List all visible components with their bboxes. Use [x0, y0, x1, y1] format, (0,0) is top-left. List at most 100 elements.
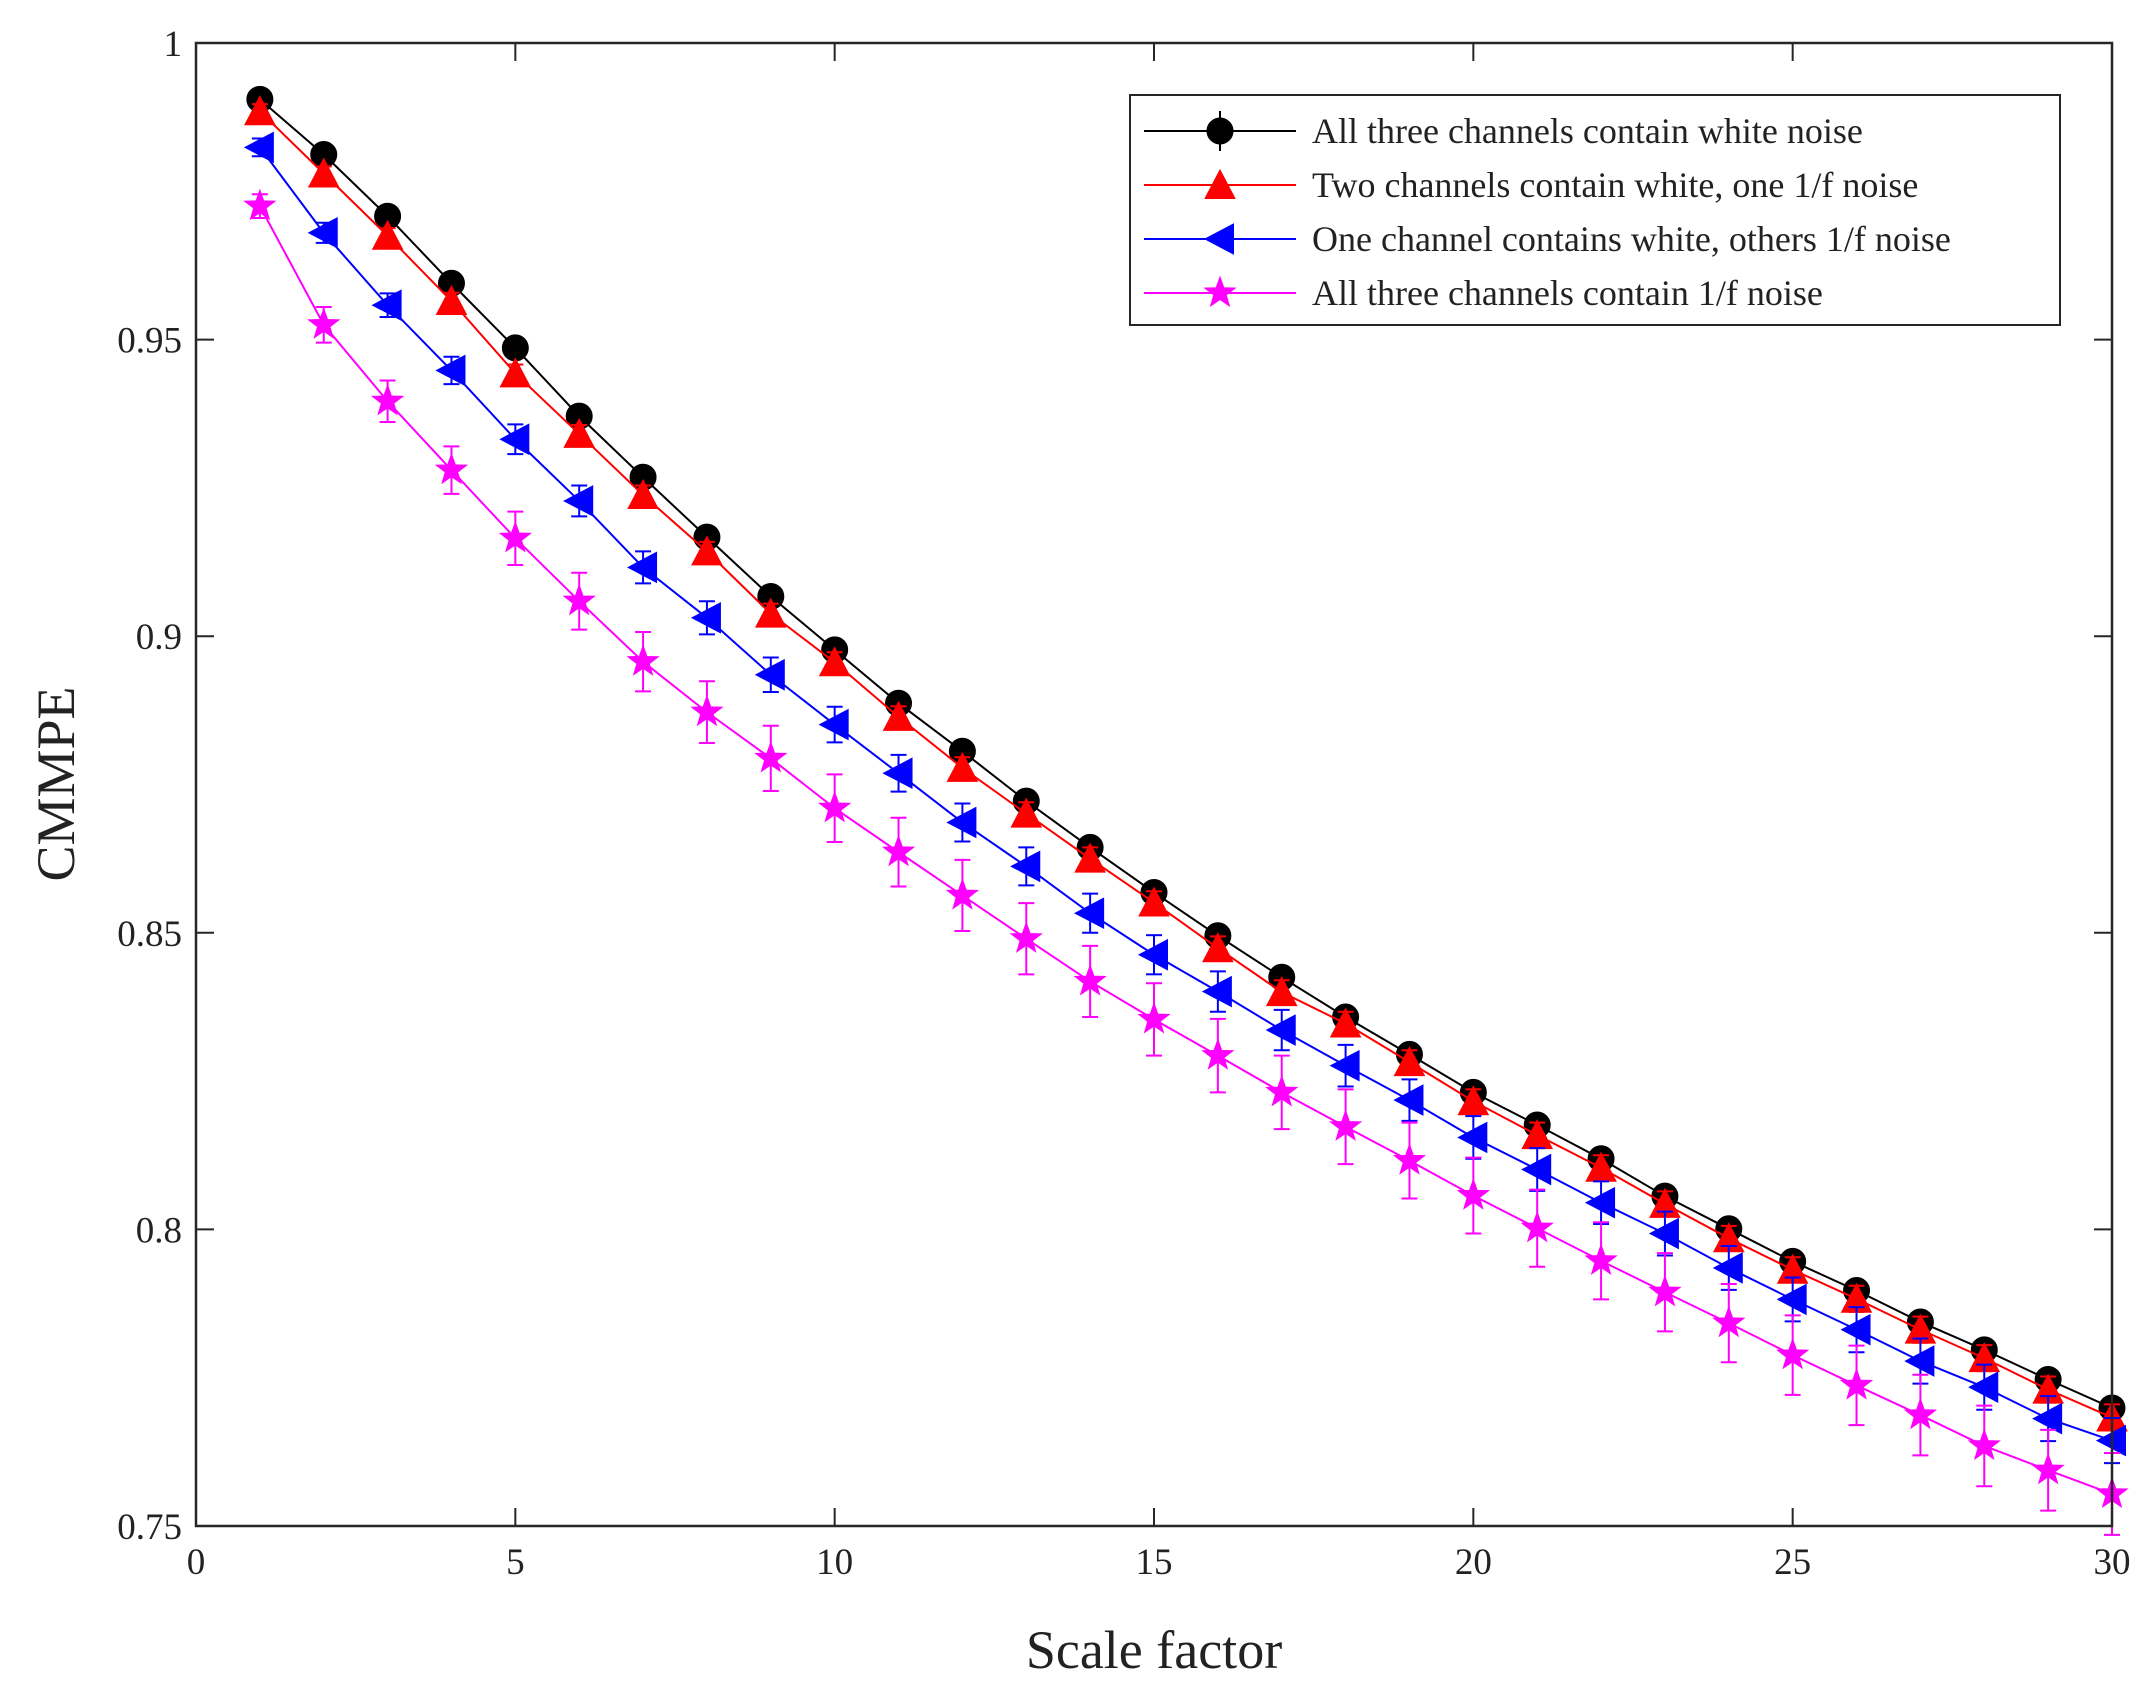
data-point [1904, 1345, 1935, 1377]
data-point [1393, 1084, 1424, 1116]
data-point [1776, 1283, 1807, 1316]
data-point [499, 357, 532, 388]
data-point [1265, 1014, 1296, 1046]
data-point [754, 740, 788, 773]
data-point [2032, 1402, 2063, 1435]
data-point [563, 417, 596, 448]
data-point [1010, 797, 1043, 828]
axis-ticks: 0 5 10 15 20 25 30 0.75 0.8 0.85 0.9 0.95 1 [117, 24, 2130, 1583]
y-tick-label: 0.95 [117, 321, 182, 362]
data-point [1201, 975, 1232, 1008]
data-point [946, 806, 977, 839]
data-point [1584, 1243, 1618, 1275]
series-2 [244, 95, 2128, 1432]
data-point [307, 307, 341, 339]
legend-label: All three channels contain white noise [1312, 111, 1863, 151]
data-point [1903, 1397, 1938, 1430]
data-point [1074, 897, 1105, 930]
data-point [1074, 842, 1106, 873]
data-point [370, 383, 405, 416]
x-tick-label: 15 [1136, 1542, 1173, 1583]
data-point [501, 334, 529, 362]
data-point [690, 694, 724, 727]
data-point [307, 216, 338, 249]
legend-marker [1206, 117, 1234, 145]
data-point [882, 700, 915, 731]
legend-marker [1203, 223, 1234, 255]
data-point [2031, 1452, 2065, 1485]
legend-item: All three channels contain 1/f noise [1144, 273, 1823, 313]
data-point [1329, 1049, 1360, 1082]
data-point [562, 583, 596, 616]
data-point [307, 157, 340, 188]
x-tick-label: 30 [2094, 1542, 2131, 1583]
data-point [626, 551, 658, 584]
data-point [1457, 1085, 1490, 1116]
x-tick-label: 10 [816, 1542, 853, 1583]
data-point [1393, 1046, 1426, 1077]
data-point [1073, 963, 1107, 996]
data-point [690, 601, 721, 634]
data-point [1712, 1305, 1746, 1338]
data-point [1265, 1074, 1299, 1107]
data-point [1776, 1337, 1810, 1370]
data-point [1138, 886, 1170, 917]
x-axis-title: Scale factor [1026, 1620, 1282, 1680]
data-point [1520, 1210, 1554, 1243]
data-point [1840, 1313, 1871, 1346]
data-point [1839, 1367, 1874, 1400]
series-line [258, 205, 2113, 1495]
y-tick-label: 1 [164, 24, 183, 65]
data-point [1521, 1153, 1552, 1186]
data-point [754, 597, 787, 628]
data-point [434, 452, 469, 485]
data-point [818, 646, 851, 677]
data-point [946, 751, 979, 782]
data-point [1712, 1252, 1743, 1284]
data-point [1456, 1178, 1490, 1210]
x-tick-label: 25 [1774, 1542, 1811, 1583]
data-point [882, 757, 913, 790]
data-point [1265, 976, 1298, 1007]
data-point [1201, 1038, 1235, 1070]
data-point [563, 485, 594, 517]
legend-label: Two channels contain white, one 1/f nois… [1312, 165, 1918, 205]
data-point [371, 219, 404, 250]
data-point [435, 284, 468, 316]
data-point [1328, 1109, 1363, 1141]
legend-box [1129, 94, 2061, 326]
x-tick-label: 0 [187, 1542, 206, 1583]
data-point [691, 535, 723, 566]
data-point [1967, 1428, 2001, 1461]
data-point [371, 289, 402, 322]
y-tick-label: 0.8 [136, 1210, 182, 1251]
data-point [1137, 1001, 1171, 1034]
data-point [1392, 1143, 1427, 1175]
legend-label: One channel contains white, others 1/f n… [1312, 219, 1951, 259]
data-point [1968, 1371, 1999, 1404]
series-group [243, 85, 2129, 1536]
data-point [244, 95, 276, 126]
y-tick-label: 0.9 [136, 617, 182, 658]
series-4 [243, 188, 2129, 1536]
legend: All three channels contain white noise Tw… [1129, 94, 2061, 326]
data-point [1137, 938, 1168, 971]
data-point [1648, 1274, 1682, 1307]
data-point [626, 644, 660, 676]
legend-label: All three channels contain 1/f noise [1312, 273, 1823, 313]
data-point [498, 520, 532, 553]
data-point [818, 790, 852, 823]
legend-item: All three channels contain white noise [1144, 111, 1863, 151]
data-point [1202, 932, 1234, 963]
data-point [243, 131, 274, 164]
data-point [627, 478, 659, 510]
plot-frame [194, 41, 2114, 1528]
legend-marker [1204, 168, 1236, 199]
data-point [1009, 921, 1043, 953]
data-point [1584, 1186, 1616, 1219]
data-point [243, 188, 277, 221]
y-axis-title: CMMPE [26, 686, 86, 881]
series-3 [243, 131, 2126, 1465]
